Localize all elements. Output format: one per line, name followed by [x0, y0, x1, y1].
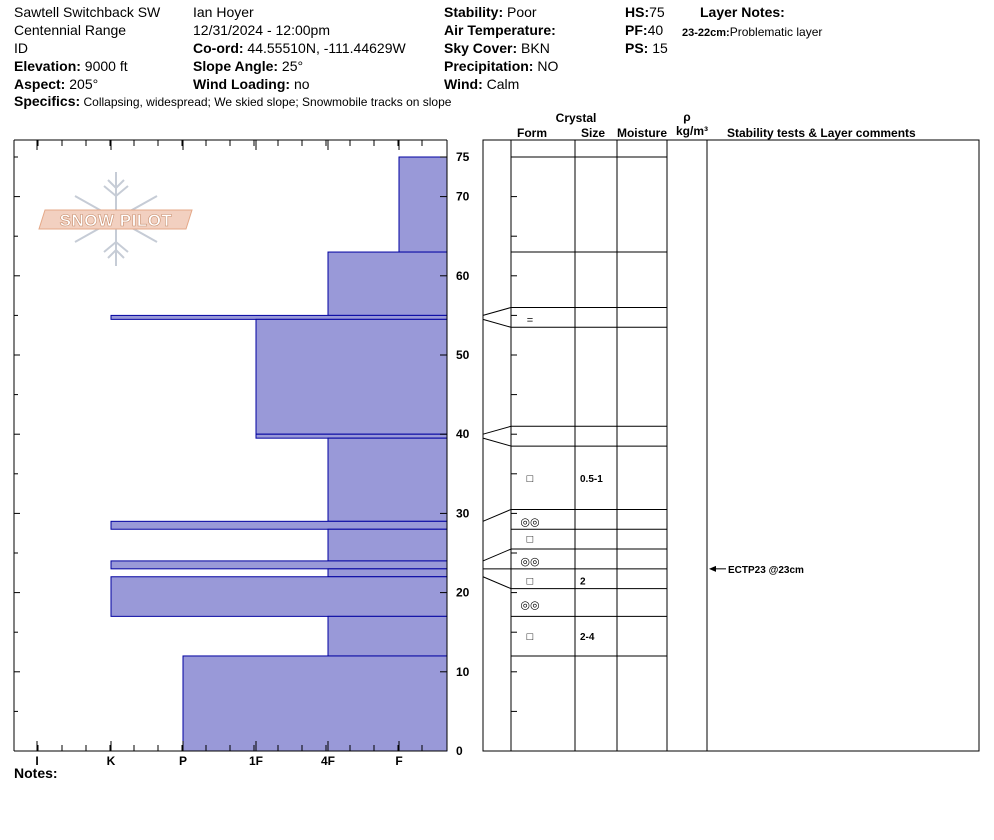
density-symbol-header: ρ	[683, 110, 690, 124]
crystal-size-2: 0.5-1	[580, 474, 603, 485]
depth-label: 60	[456, 269, 470, 283]
crystal-form-5: ◎◎	[520, 556, 539, 568]
crystal-form-8: □	[527, 631, 534, 643]
elevation: Elevation: 9000 ft	[14, 58, 128, 74]
hardness-label: 1F	[249, 754, 263, 768]
depth-label: 40	[456, 427, 470, 441]
test-result-text: ECTP23 @23cm	[728, 565, 804, 576]
wind: Wind: Calm	[444, 76, 520, 92]
wind-loading: Wind Loading: no	[193, 76, 310, 92]
depth-label: 10	[456, 665, 470, 679]
depth-label: 50	[456, 348, 470, 362]
layer-connector-line	[482, 548, 512, 562]
layer-connector-line	[482, 437, 512, 447]
crystal-form-6: □	[527, 576, 534, 588]
hardness-layer-6	[327, 437, 448, 522]
range-name: Centennial Range	[14, 22, 127, 38]
test-result-arrowhead	[709, 565, 716, 572]
crystal-form-4: □	[527, 534, 534, 546]
depth-label: 0	[456, 744, 463, 758]
state-name: ID	[14, 40, 28, 56]
weather-info: Stability: Poor Air Temperature: Sky Cov…	[444, 3, 558, 93]
table-border	[482, 139, 980, 752]
layer-connector-line	[482, 508, 512, 522]
air-temperature: Air Temperature:	[444, 22, 556, 38]
moisture-header: Moisture	[617, 126, 667, 140]
crystal-size-6: 2	[580, 577, 586, 588]
hardness-layer-8	[327, 528, 448, 562]
location-name: Sawtell Switchback SW	[14, 4, 161, 20]
ps-value: PS: 15	[625, 40, 668, 56]
hardness-layer-9	[110, 560, 448, 570]
hardness-layer-10	[327, 568, 448, 578]
crystal-form-1: =	[527, 314, 533, 326]
logo-text: SNOW PILOT	[60, 211, 173, 230]
hardness-layer-5	[255, 433, 448, 439]
observer-name: Ian Hoyer	[193, 4, 254, 20]
observation-info: Ian Hoyer 12/31/2024 - 12:00pm Co-ord: 4…	[193, 3, 406, 93]
comments-header: Stability tests & Layer comments	[727, 126, 916, 140]
depth-label: 20	[456, 586, 470, 600]
sky-cover: Sky Cover: BKN	[444, 40, 550, 56]
layer-connector-line	[482, 425, 512, 435]
layer-connector-line	[482, 318, 512, 328]
hardness-label: F	[395, 754, 402, 768]
depth-label: 70	[456, 190, 470, 204]
hs-value: HS:75	[625, 4, 665, 20]
crystal-form-2: □	[527, 473, 534, 485]
precipitation: Precipitation: NO	[444, 58, 559, 74]
hardness-layer-4	[255, 318, 448, 435]
hardness-layer-11	[110, 576, 448, 617]
notes-label: Notes:	[14, 765, 58, 781]
crystal-form-7: ◎◎	[520, 599, 539, 611]
layer-connector-line	[482, 306, 512, 316]
snowpilot-logo: SNOW PILOT	[38, 172, 193, 266]
layer-note: 23-22cm:Problematic layer	[682, 25, 823, 39]
density-unit-header: kg/m³	[676, 124, 708, 138]
stability: Stability: Poor	[444, 4, 537, 20]
hardness-label: K	[107, 754, 116, 768]
observation-datetime: 12/31/2024 - 12:00pm	[193, 22, 330, 38]
size-header: Size	[581, 126, 605, 140]
site-info: Sawtell Switchback SW Centennial Range I…	[14, 3, 160, 93]
hardness-layer-13	[182, 655, 448, 752]
hardness-label: I	[35, 754, 38, 768]
depth-info: HS:75 PF:40 PS: 15	[625, 3, 668, 57]
depth-label: 30	[456, 506, 470, 520]
hardness-label: 4F	[321, 754, 335, 768]
hardness-layer-12	[327, 615, 448, 657]
layer-notes-title: Layer Notes:	[700, 4, 785, 20]
form-header: Form	[517, 126, 547, 140]
coordinates: Co-ord: 44.55510N, -111.44629W	[193, 40, 406, 56]
aspect: Aspect: 205°	[14, 76, 99, 92]
layer-connector-line	[482, 576, 512, 590]
pf-value: PF:40	[625, 22, 664, 38]
hardness-layer-7	[110, 520, 448, 530]
hardness-layer-1	[398, 156, 448, 253]
specifics: Specifics: Collapsing, widespread; We sk…	[14, 93, 452, 109]
crystal-size-8: 2-4	[580, 632, 595, 643]
crystal-form-3: ◎◎	[520, 516, 539, 528]
hardness-layer-2	[327, 251, 448, 316]
hardness-layer-3	[110, 314, 448, 320]
hardness-label: P	[179, 754, 187, 768]
slope-angle: Slope Angle: 25°	[193, 58, 304, 74]
depth-label: 75	[456, 150, 470, 164]
crystal-header: Crystal	[556, 111, 597, 125]
